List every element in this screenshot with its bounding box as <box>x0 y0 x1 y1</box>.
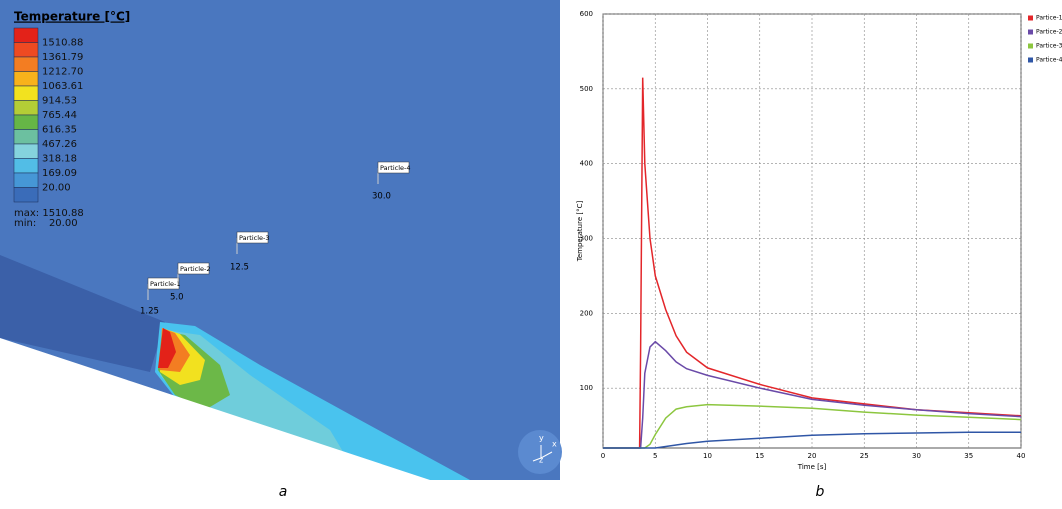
simulation-view: Temperature [°C] <box>0 0 562 480</box>
particle-depth: 5.0 <box>170 293 184 303</box>
figure: Temperature [°C] a b 1510.88 1361.79 1212.… <box>0 0 1062 505</box>
legend-label: Partice-2 <box>1036 29 1062 36</box>
caption: a <box>279 484 288 500</box>
x-tick-label: 35 <box>964 452 973 460</box>
x-tick-label: 20 <box>808 452 817 460</box>
particle-depth: 30.0 <box>372 192 391 202</box>
x-tick-label: 40 <box>1017 452 1026 460</box>
legend-swatch <box>14 72 38 87</box>
legend-label: Partice-4 <box>1036 57 1062 64</box>
legend-swatch <box>14 28 38 43</box>
legend-stat: min: 20.00 <box>14 218 78 229</box>
y-tick-label: 600 <box>580 10 593 18</box>
x-axis-label: Time [s] <box>797 463 827 471</box>
legend-level: 20.00 <box>42 183 71 194</box>
y-tick-label: 500 <box>580 85 593 93</box>
legend-level: 765.44 <box>42 110 77 121</box>
page: {"simulation":{"legend_title":"Temperatu… <box>0 0 1062 505</box>
x-tick-label: 10 <box>703 452 712 460</box>
legend-label: Partice-3 <box>1036 43 1062 50</box>
triad-label: y <box>539 434 544 443</box>
particle-name: Particle-3 <box>239 234 270 242</box>
legend-level: 318.18 <box>42 154 77 165</box>
x-tick-label: 0 <box>601 452 605 460</box>
legend-level: 616.35 <box>42 125 77 136</box>
legend-swatch <box>14 144 38 159</box>
y-tick-label: 200 <box>580 309 593 317</box>
legend-swatch <box>1028 58 1033 63</box>
legend-swatch <box>14 173 38 188</box>
y-tick-label: 400 <box>580 160 593 168</box>
particle-depth: 1.25 <box>140 307 159 317</box>
particle-name: Particle-1 <box>150 280 181 288</box>
x-tick-label: 25 <box>860 452 869 460</box>
triad-label: x <box>552 440 557 449</box>
legend-swatch <box>14 43 38 58</box>
legend-swatch <box>14 130 38 145</box>
legend-swatch <box>1028 16 1033 21</box>
x-tick-label: 5 <box>653 452 657 460</box>
legend-swatch <box>14 188 38 203</box>
legend-swatch <box>14 159 38 174</box>
y-tick-label: 100 <box>580 384 593 392</box>
x-tick-label: 30 <box>912 452 921 460</box>
legend-label: Partice-1 <box>1036 15 1062 22</box>
legend-swatch <box>14 57 38 72</box>
caption: b <box>816 484 825 500</box>
y-axis-label: Temperature [°C] <box>576 201 584 263</box>
legend-swatch <box>1028 44 1033 49</box>
legend-level: 467.26 <box>42 139 77 150</box>
legend-level: 914.53 <box>42 96 77 107</box>
legend-swatch <box>14 115 38 130</box>
legend-level: 169.09 <box>42 168 77 179</box>
legend-level: 1361.79 <box>42 52 83 63</box>
legend-level: 1212.70 <box>42 67 83 78</box>
legend-swatch <box>14 101 38 116</box>
legend-level: 1510.88 <box>42 38 83 49</box>
legend-swatch <box>1028 30 1033 35</box>
particle-name: Particle-4 <box>380 164 411 172</box>
legend-title: Temperature [°C] <box>14 10 130 24</box>
x-tick-label: 15 <box>755 452 764 460</box>
particle-depth: 12.5 <box>230 263 249 273</box>
legend-swatch <box>14 86 38 101</box>
legend-level: 1063.61 <box>42 81 83 92</box>
particle-name: Particle-2 <box>180 265 211 273</box>
